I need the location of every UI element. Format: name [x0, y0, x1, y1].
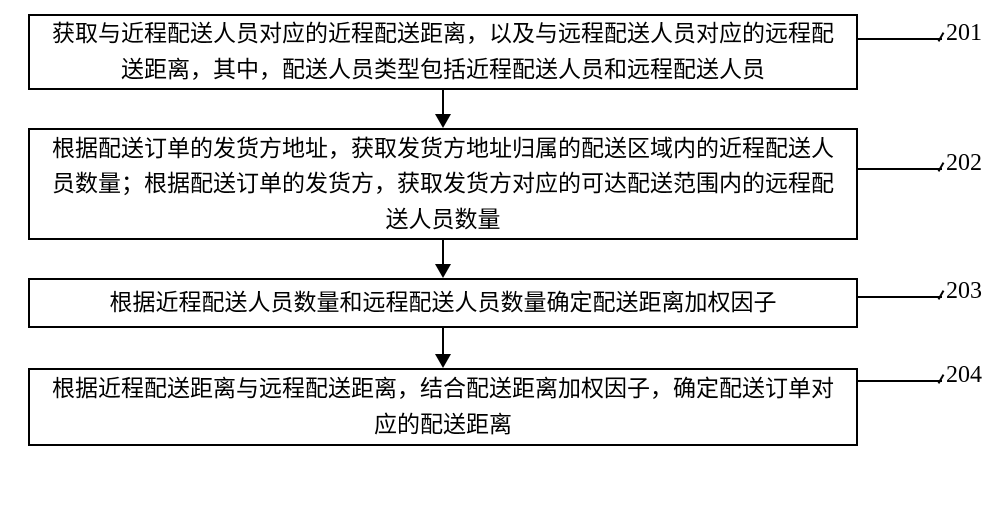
label-leader-203	[858, 296, 942, 298]
step-text: 根据近程配送人员数量和远程配送人员数量确定配送距离加权因子	[110, 285, 777, 321]
step-label-204: 204	[946, 362, 982, 389]
arrow-head	[435, 354, 451, 368]
step-box-203: 根据近程配送人员数量和远程配送人员数量确定配送距离加权因子	[28, 278, 858, 328]
arrow-shaft	[442, 328, 444, 354]
label-leader-tick-202	[938, 162, 945, 172]
arrow-shaft	[442, 240, 444, 264]
arrow-shaft	[442, 90, 444, 114]
step-box-204: 根据近程配送距离与远程配送距离，结合配送距离加权因子，确定配送订单对应的配送距离	[28, 368, 858, 446]
label-leader-202	[858, 168, 942, 170]
arrow-head	[435, 114, 451, 128]
label-leader-tick-203	[938, 290, 945, 300]
label-leader-201	[858, 38, 942, 40]
step-box-202: 根据配送订单的发货方地址，获取发货方地址归属的配送区域内的近程配送人员数量；根据…	[28, 128, 858, 240]
step-box-201: 获取与近程配送人员对应的近程配送距离，以及与远程配送人员对应的远程配送距离，其中…	[28, 14, 858, 90]
label-leader-tick-201	[938, 32, 945, 42]
step-text: 根据配送订单的发货方地址，获取发货方地址归属的配送区域内的近程配送人员数量；根据…	[42, 131, 844, 238]
arrow-head	[435, 264, 451, 278]
step-label-201: 201	[946, 20, 982, 47]
label-leader-tick-204	[938, 374, 945, 384]
label-leader-204	[858, 380, 942, 382]
step-text: 根据近程配送距离与远程配送距离，结合配送距离加权因子，确定配送订单对应的配送距离	[42, 371, 844, 442]
step-text: 获取与近程配送人员对应的近程配送距离，以及与远程配送人员对应的远程配送距离，其中…	[42, 16, 844, 87]
step-label-203: 203	[946, 278, 982, 305]
step-label-202: 202	[946, 150, 982, 177]
